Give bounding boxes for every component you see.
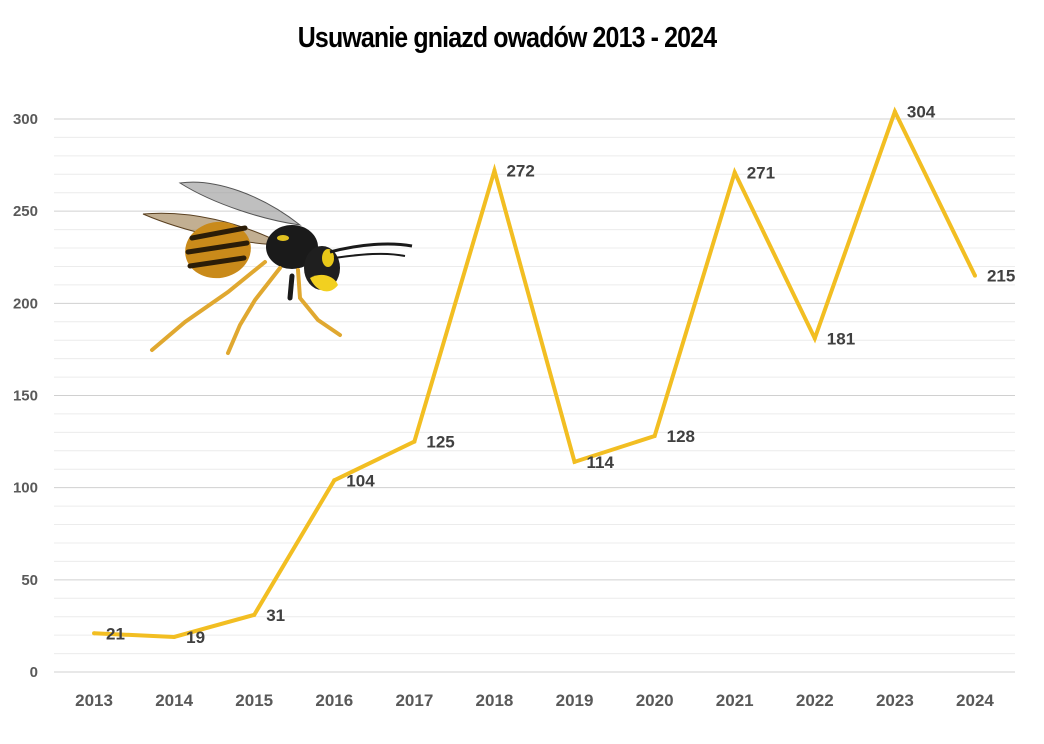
y-tick-label: 300 xyxy=(13,111,38,128)
y-tick-label: 150 xyxy=(13,388,38,405)
chart-title: Usuwanie gniazd owadów 2013 - 2024 xyxy=(297,22,717,54)
data-point xyxy=(812,336,817,341)
data-point xyxy=(972,273,977,278)
x-tick-label: 2015 xyxy=(235,691,273,710)
y-tick-label: 250 xyxy=(13,203,38,220)
data-label: 104 xyxy=(346,471,375,490)
x-tick-label: 2014 xyxy=(155,691,193,710)
data-point xyxy=(412,439,417,444)
x-tick-label: 2020 xyxy=(636,691,674,710)
wasp-icon xyxy=(142,181,413,355)
data-label: 125 xyxy=(426,433,454,452)
x-tick-label: 2017 xyxy=(395,691,433,710)
y-tick-label: 200 xyxy=(13,295,38,312)
x-axis-ticks: 2013 2014 2015 2016 2017 2018 2019 2020 2021 2022… xyxy=(75,691,994,710)
x-tick-label: 2024 xyxy=(956,691,994,710)
data-point xyxy=(572,459,577,464)
series-line xyxy=(93,106,977,639)
data-label: 114 xyxy=(587,453,615,472)
x-tick-label: 2022 xyxy=(796,691,834,710)
y-tick-label: 50 xyxy=(21,572,38,589)
data-label: 272 xyxy=(506,162,534,181)
data-label: 128 xyxy=(667,427,695,446)
data-label: 21 xyxy=(106,624,125,643)
x-tick-label: 2018 xyxy=(476,691,514,710)
data-label: 181 xyxy=(827,329,855,348)
x-tick-label: 2013 xyxy=(75,691,113,710)
data-point xyxy=(252,612,257,617)
data-point xyxy=(332,478,337,483)
data-point xyxy=(732,170,737,175)
x-tick-label: 2019 xyxy=(556,691,594,710)
data-label: 215 xyxy=(987,267,1015,286)
y-tick-label: 100 xyxy=(13,480,38,497)
data-point xyxy=(172,634,177,639)
data-label: 271 xyxy=(747,163,775,182)
y-axis-ticks: 0 50 100 150 200 250 300 xyxy=(13,111,38,681)
data-point xyxy=(92,631,97,636)
data-point xyxy=(652,434,657,439)
data-point xyxy=(492,168,497,173)
data-point xyxy=(892,109,897,114)
data-labels: 21 19 31 104 125 272 114 128 271 181 304 215 xyxy=(92,103,1015,647)
data-label: 19 xyxy=(186,628,205,647)
x-tick-label: 2016 xyxy=(315,691,353,710)
data-label: 304 xyxy=(907,103,936,122)
y-tick-label: 0 xyxy=(30,664,38,681)
grid-lines xyxy=(54,118,1015,673)
x-tick-label: 2023 xyxy=(876,691,914,710)
x-tick-label: 2021 xyxy=(716,691,754,710)
data-label: 31 xyxy=(266,606,285,625)
